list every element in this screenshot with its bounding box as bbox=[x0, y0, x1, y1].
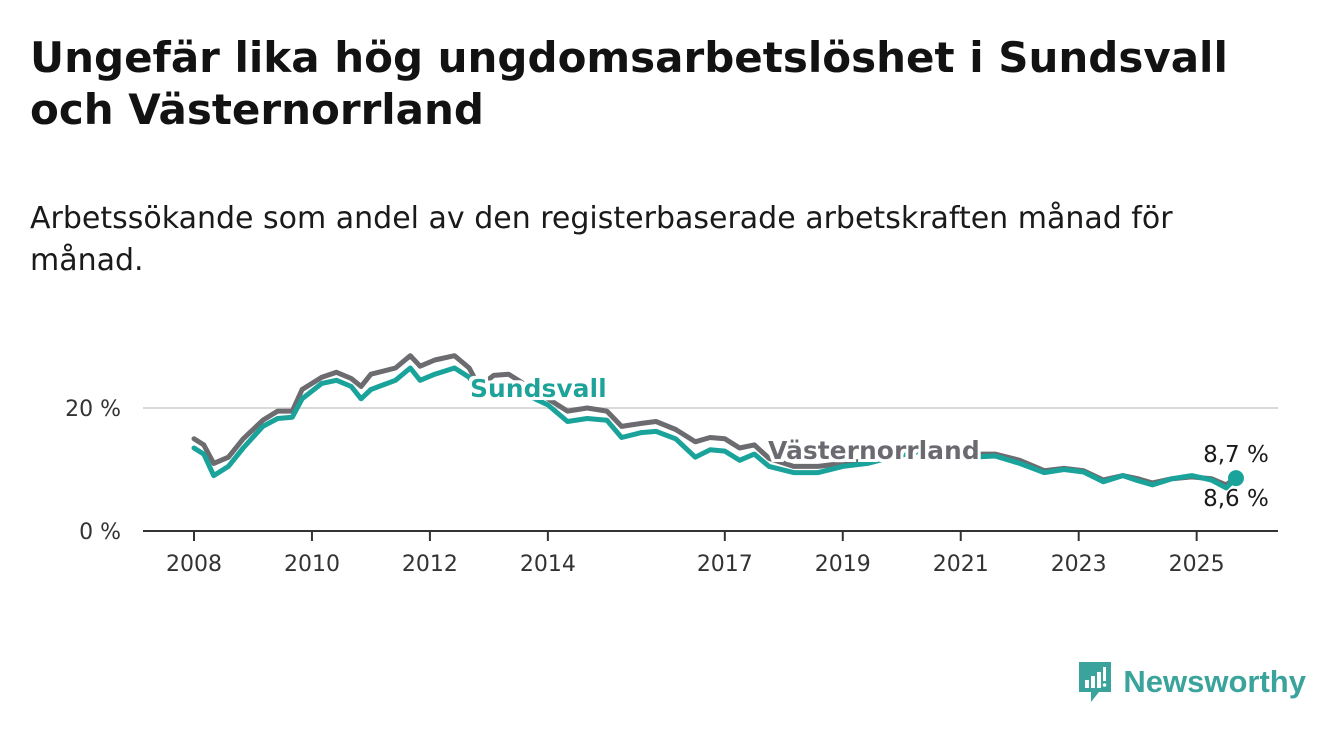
labels: Västernorrland Sundsvall 8,7 % 8,6 % bbox=[470, 374, 1269, 512]
x-tick-label: 2010 bbox=[284, 552, 340, 577]
series-label-vasternorrland: Västernorrland bbox=[768, 436, 980, 465]
series-line-sundsvall bbox=[191, 365, 1239, 491]
x-tick-label: 2025 bbox=[1169, 552, 1225, 577]
series-label-sundsvall: Sundsvall bbox=[470, 374, 607, 403]
series-lines bbox=[191, 353, 1244, 491]
x-tick-label: 2008 bbox=[166, 552, 222, 577]
y-tick-label: 0 % bbox=[79, 520, 121, 545]
chart-subtitle: Arbetssökande som andel av den registerb… bbox=[30, 201, 1173, 278]
bar-chart-badge-icon bbox=[1079, 662, 1112, 702]
x-tick-label: 2014 bbox=[520, 552, 576, 577]
end-value-vasternorrland: 8,7 % bbox=[1203, 442, 1269, 468]
x-tick-label: 2012 bbox=[402, 552, 458, 577]
y-tick-label: 20 % bbox=[65, 397, 121, 422]
chart-title: Ungefär lika hög ungdomsarbetslöshet i S… bbox=[30, 33, 1228, 134]
end-point-marker bbox=[1227, 470, 1244, 487]
x-tick-label: 2023 bbox=[1051, 552, 1107, 577]
x-tick-label: 2017 bbox=[697, 552, 753, 577]
brand-name: Newsworthy bbox=[1123, 664, 1306, 699]
x-tick-label: 2019 bbox=[815, 552, 871, 577]
axes: 0 % 20 % 2008 2010 2012 2014 2017 2019 2021 2023 2… bbox=[65, 397, 1278, 577]
x-tick-label: 2021 bbox=[933, 552, 989, 577]
end-value-sundsvall: 8,6 % bbox=[1203, 486, 1269, 512]
series-line-västernorrland bbox=[191, 353, 1239, 488]
newsworthy-logo: Newsworthy bbox=[1077, 660, 1306, 704]
